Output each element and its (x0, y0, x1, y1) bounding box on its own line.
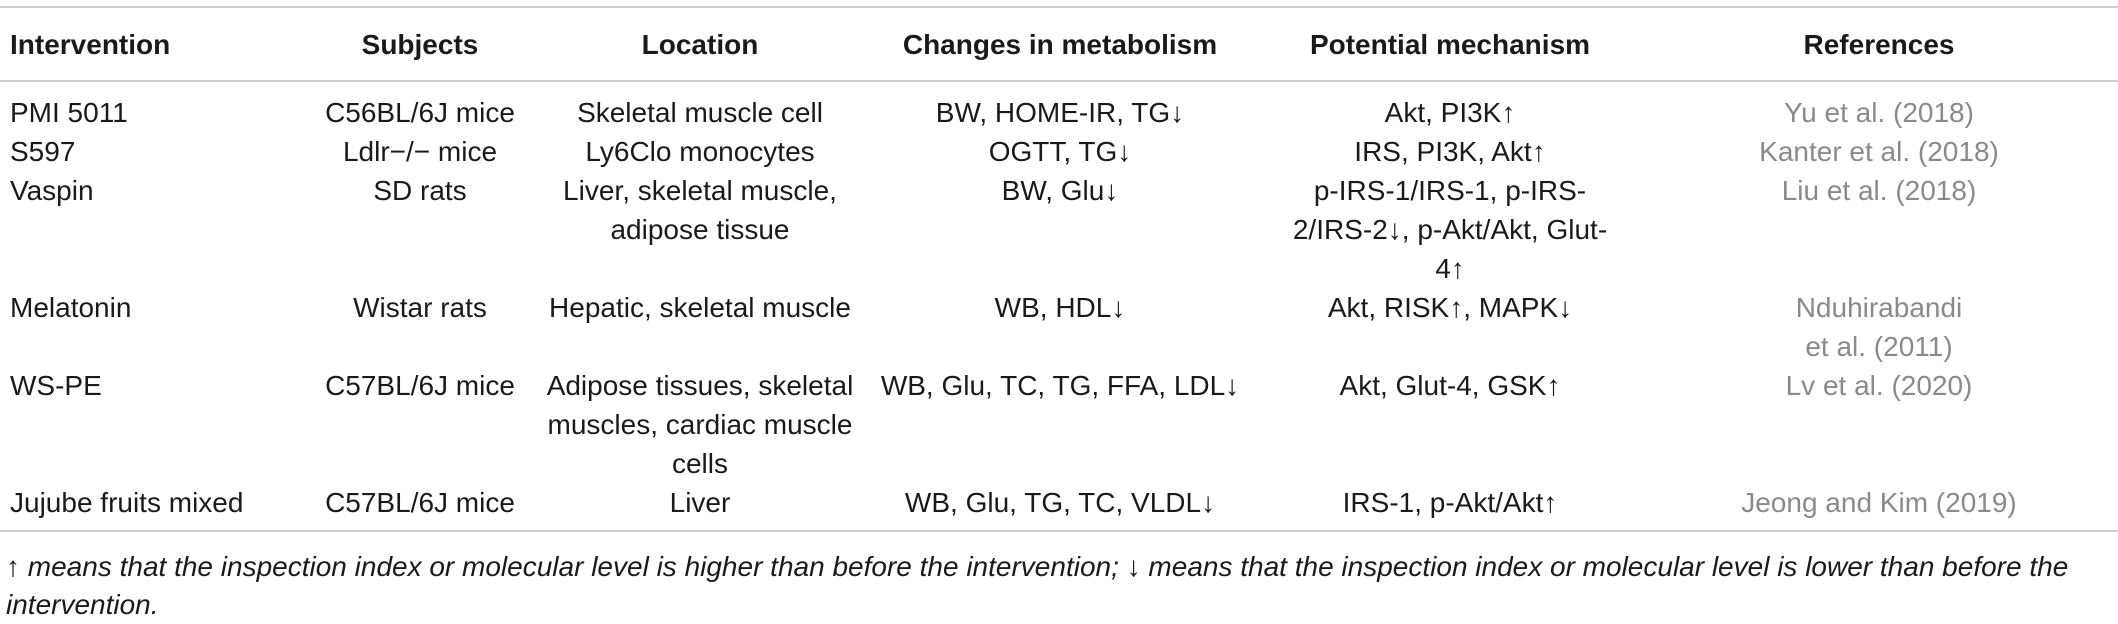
table-footnote: ↑ means that the inspection index or mol… (6, 551, 2069, 620)
header-row: Intervention Subjects Location Changes i… (0, 6, 2118, 82)
cell-subjects: SD rats (373, 175, 467, 206)
cell-changes: WB, Glu, TG, TC, VLDL↓ (860, 483, 1260, 532)
table-row: Jujube fruits mixed C57BL/6J mice Liver … (0, 483, 2118, 532)
cell-reference: Yu et al. (2018) (1784, 97, 1974, 128)
cell-mechanism: IRS-1, p-Akt/Akt↑ (1260, 483, 1640, 532)
header-subjects: Subjects (300, 6, 540, 82)
cell-reference: Lv et al. (2020) (1785, 370, 1973, 401)
header-intervention: Intervention (0, 6, 300, 82)
cell-mechanism: IRS, PI3K, Akt↑ (1354, 136, 1546, 167)
cell-reference: Liu et al. (2018) (1781, 175, 1977, 206)
table-row: S597 Ldlr−/− mice Ly6Clo monocytes OGTT,… (0, 132, 2118, 171)
header-references: References (1640, 6, 2118, 82)
cell-mechanism: Akt, Glut-4, GSK↑ (1339, 370, 1561, 401)
cell-reference: Nduhirabandi et al. (2011) (1795, 292, 1963, 362)
cell-subjects: C56BL/6J mice (325, 97, 515, 128)
cell-changes: OGTT, TG↓ (988, 136, 1132, 167)
cell-changes: WB, HDL↓ (994, 292, 1126, 323)
cell-mechanism: Akt, PI3K↑ (1384, 97, 1516, 128)
table-row: PMI 5011 C56BL/6J mice Skeletal muscle c… (0, 81, 2118, 132)
header-mechanism: Potential mechanism (1260, 6, 1640, 82)
cell-changes: WB, Glu, TC, TG, FFA, LDL↓ (880, 370, 1240, 401)
cell-location: Ly6Clo monocytes (585, 136, 815, 167)
table-row: Melatonin Wistar rats Hepatic, skeletal … (0, 288, 2118, 366)
cell-changes: BW, Glu↓ (1001, 175, 1119, 206)
cell-subjects: C57BL/6J mice (300, 483, 540, 532)
header-location: Location (540, 6, 860, 82)
cell-intervention: WS-PE (10, 370, 102, 401)
cell-reference: Jeong and Kim (2019) (1640, 483, 2118, 532)
cell-subjects: Wistar rats (353, 292, 487, 323)
cell-reference: Kanter et al. (2018) (1759, 136, 1999, 167)
cell-intervention: Jujube fruits mixed (0, 483, 300, 532)
table-row: WS-PE C57BL/6J mice Adipose tissues, ske… (0, 366, 2118, 483)
cell-changes: BW, HOME-IR, TG↓ (935, 97, 1185, 128)
data-table: Intervention Subjects Location Changes i… (0, 6, 2118, 532)
cell-mechanism: Akt, RISK↑, MAPK↓ (1327, 292, 1573, 323)
cell-location: Skeletal muscle cell (577, 97, 823, 128)
cell-subjects: Ldlr−/− mice (342, 136, 498, 167)
cell-location: Hepatic, skeletal muscle (549, 292, 851, 323)
cell-location: Liver (540, 483, 860, 532)
cell-intervention: PMI 5011 (10, 97, 128, 128)
cell-intervention: S597 (10, 136, 76, 167)
table-row: Vaspin SD rats Liver, skeletal muscle, a… (0, 171, 2118, 288)
cell-intervention: Vaspin (10, 175, 94, 206)
cell-location: Adipose tissues, skeletal muscles, cardi… (546, 370, 854, 479)
cell-subjects: C57BL/6J mice (325, 370, 515, 401)
header-changes: Changes in metabolism (860, 6, 1260, 82)
cell-intervention: Melatonin (10, 292, 132, 323)
cell-mechanism: p-IRS-1/IRS-1, p-IRS-2/IRS-2↓, p-Akt/Akt… (1292, 175, 1608, 284)
cell-location: Liver, skeletal muscle, adipose tissue (563, 175, 837, 245)
